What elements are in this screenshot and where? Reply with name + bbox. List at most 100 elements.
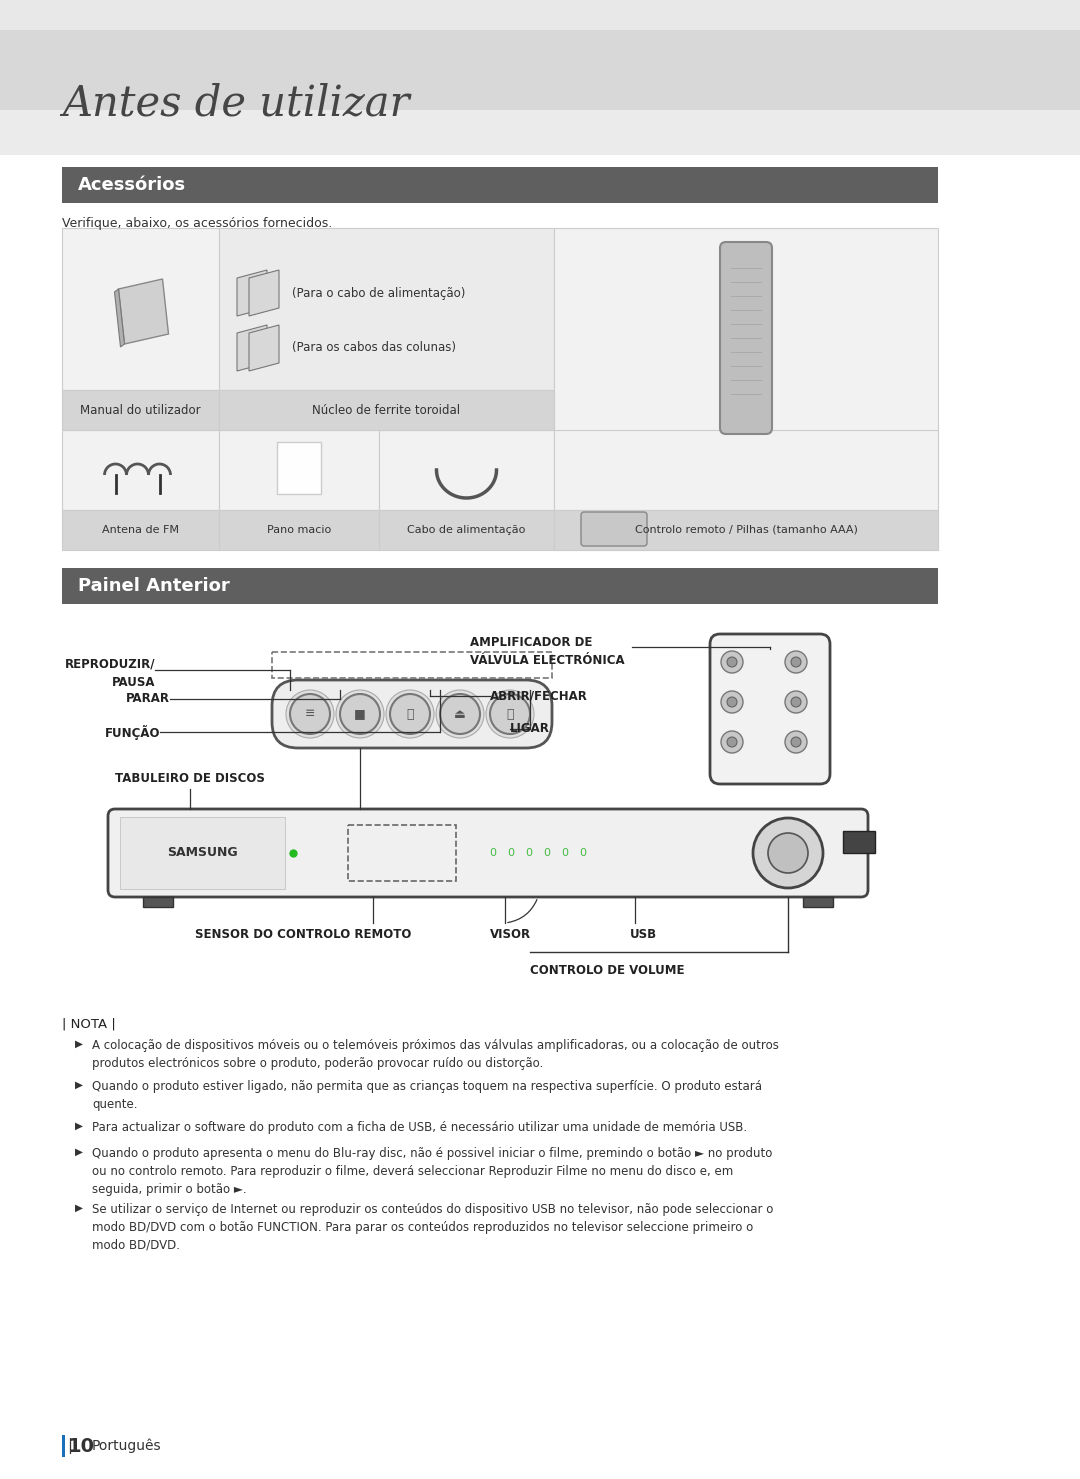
Text: Antena de FM: Antena de FM — [102, 525, 179, 535]
Text: (Para o cabo de alimentação): (Para o cabo de alimentação) — [292, 287, 465, 300]
Text: ABRIR/FECHAR: ABRIR/FECHAR — [490, 689, 588, 703]
Text: ▶: ▶ — [75, 1121, 83, 1131]
Bar — [62, 1435, 65, 1457]
Text: Antes de utilizar: Antes de utilizar — [62, 83, 409, 126]
Text: Se utilizar o serviço de Internet ou reproduzir os conteúdos do dispositivo USB : Se utilizar o serviço de Internet ou rep… — [92, 1202, 773, 1253]
Bar — [143, 896, 173, 907]
Circle shape — [721, 731, 743, 753]
Text: PARAR: PARAR — [126, 692, 170, 705]
Text: Manual do utilizador: Manual do utilizador — [80, 404, 201, 417]
Circle shape — [286, 691, 334, 738]
Text: Verifique, abaixo, os acessórios fornecidos.: Verifique, abaixo, os acessórios forneci… — [62, 217, 333, 231]
Bar — [62, 228, 219, 390]
Text: VÁLVULA ELECTRÓNICA: VÁLVULA ELECTRÓNICA — [470, 654, 624, 667]
Text: ▶: ▶ — [75, 1146, 83, 1157]
Bar — [219, 430, 379, 510]
Text: ■: ■ — [354, 707, 366, 720]
FancyBboxPatch shape — [720, 243, 772, 433]
Text: ⏮: ⏮ — [406, 707, 414, 720]
Text: TABULEIRO DE DISCOS: TABULEIRO DE DISCOS — [114, 772, 265, 785]
Text: ▶: ▶ — [75, 1040, 83, 1049]
Text: Núcleo de ferrite toroidal: Núcleo de ferrite toroidal — [312, 404, 460, 417]
Polygon shape — [237, 271, 267, 317]
Circle shape — [727, 737, 737, 747]
Text: SAMSUNG: SAMSUNG — [166, 846, 238, 859]
Text: |: | — [68, 1438, 78, 1454]
Bar — [804, 896, 833, 907]
Circle shape — [291, 694, 330, 734]
Circle shape — [336, 691, 384, 738]
Bar — [0, 0, 1080, 155]
Text: 0: 0 — [543, 847, 551, 858]
Text: LIGAR: LIGAR — [510, 723, 550, 735]
Text: 0: 0 — [489, 847, 497, 858]
Circle shape — [791, 737, 801, 747]
Circle shape — [727, 697, 737, 707]
Bar — [0, 109, 1080, 155]
Circle shape — [785, 691, 807, 713]
Bar — [62, 390, 219, 430]
Polygon shape — [237, 325, 267, 371]
Bar — [62, 568, 939, 603]
Text: CONTROLO DE VOLUME: CONTROLO DE VOLUME — [530, 963, 685, 976]
Text: Acessórios: Acessórios — [78, 176, 186, 194]
Bar — [379, 430, 554, 510]
Text: | NOTA |: | NOTA | — [62, 1018, 116, 1029]
FancyBboxPatch shape — [272, 680, 552, 748]
Bar — [62, 167, 939, 203]
Text: PAUSA: PAUSA — [111, 676, 156, 689]
Bar — [62, 510, 219, 550]
Text: Pano macio: Pano macio — [267, 525, 332, 535]
Circle shape — [785, 731, 807, 753]
Text: ▶: ▶ — [75, 1202, 83, 1213]
Text: 0: 0 — [562, 847, 568, 858]
Polygon shape — [249, 325, 279, 371]
Text: REPRODUZIR/: REPRODUZIR/ — [65, 658, 156, 670]
Bar — [276, 442, 321, 494]
Bar — [554, 430, 939, 510]
Bar — [62, 430, 219, 510]
Text: Quando o produto apresenta o menu do Blu-ray disc, não é possivel iniciar o film: Quando o produto apresenta o menu do Blu… — [92, 1146, 772, 1195]
Circle shape — [785, 651, 807, 673]
Circle shape — [436, 691, 484, 738]
Text: (Para os cabos das colunas): (Para os cabos das colunas) — [292, 342, 456, 355]
Text: 0: 0 — [508, 847, 514, 858]
Text: Controlo remoto / Pilhas (tamanho AAA): Controlo remoto / Pilhas (tamanho AAA) — [635, 525, 858, 535]
Bar — [554, 228, 939, 550]
Bar — [0, 0, 1080, 30]
Text: ⏻: ⏻ — [507, 707, 514, 720]
Text: 10: 10 — [68, 1436, 95, 1455]
Polygon shape — [119, 280, 168, 345]
Circle shape — [791, 657, 801, 667]
Circle shape — [440, 694, 480, 734]
Circle shape — [721, 651, 743, 673]
FancyBboxPatch shape — [108, 809, 868, 896]
Circle shape — [753, 818, 823, 887]
Text: ≡: ≡ — [305, 707, 315, 720]
Bar — [120, 816, 285, 889]
Text: Para actualizar o software do produto com a ficha de USB, é necessário utilizar : Para actualizar o software do produto co… — [92, 1121, 747, 1134]
Bar — [348, 825, 456, 881]
Circle shape — [340, 694, 380, 734]
Circle shape — [390, 694, 430, 734]
Text: Quando o produto estiver ligado, não permita que as crianças toquem na respectiv: Quando o produto estiver ligado, não per… — [92, 1080, 762, 1111]
Text: USB: USB — [630, 929, 657, 942]
FancyBboxPatch shape — [710, 634, 831, 784]
Bar — [379, 510, 554, 550]
Text: ▶: ▶ — [75, 1080, 83, 1090]
Bar — [843, 831, 875, 853]
Circle shape — [721, 691, 743, 713]
Circle shape — [486, 691, 534, 738]
Bar — [219, 510, 379, 550]
Bar — [219, 228, 554, 390]
Circle shape — [490, 694, 530, 734]
Text: SENSOR DO CONTROLO REMOTO: SENSOR DO CONTROLO REMOTO — [195, 929, 411, 942]
Text: Painel Anterior: Painel Anterior — [78, 577, 230, 595]
Text: Cabo de alimentação: Cabo de alimentação — [407, 525, 526, 535]
Text: VISOR: VISOR — [490, 929, 531, 942]
Circle shape — [727, 657, 737, 667]
Circle shape — [791, 697, 801, 707]
Text: A colocação de dispositivos móveis ou o telemóveis próximos das válvulas amplifi: A colocação de dispositivos móveis ou o … — [92, 1040, 779, 1069]
Circle shape — [768, 833, 808, 873]
Bar — [554, 510, 939, 550]
